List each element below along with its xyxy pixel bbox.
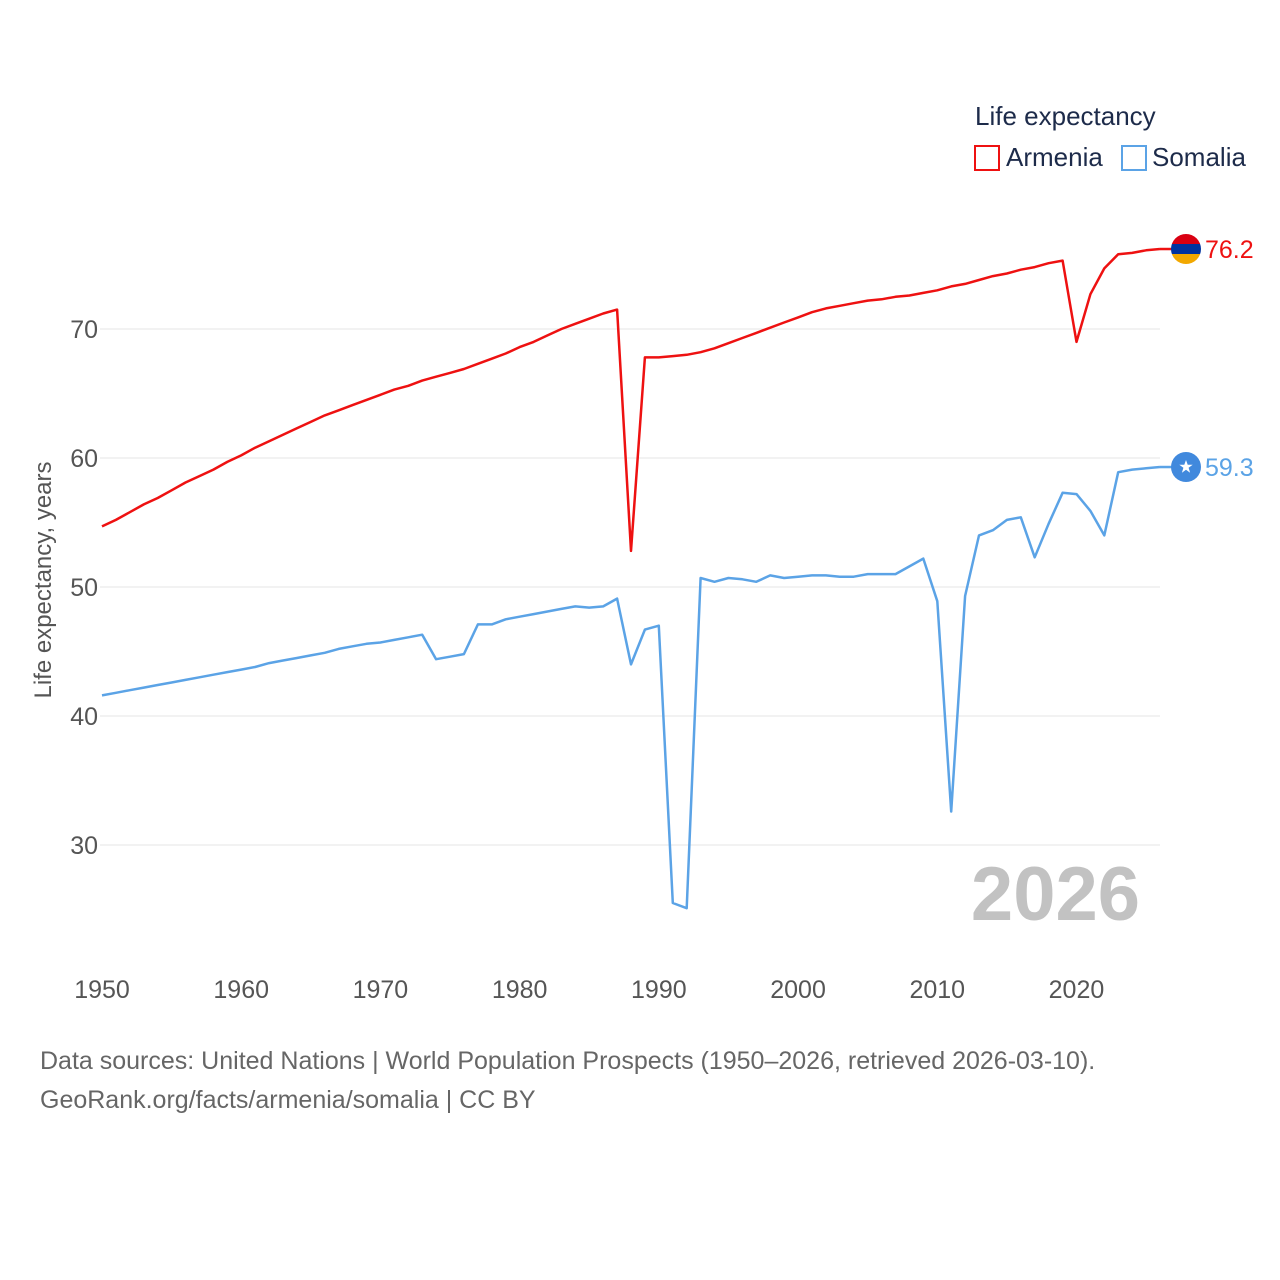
series-layer [101,247,1172,910]
y-tick-label: 40 [70,703,98,731]
life-expectancy-chart: 30 40 50 60 70 1950 1960 1970 1980 1990 2000 2010 2… [30,101,1254,1004]
legend-label-armenia: Armenia [1006,142,1103,172]
end-markers: 76.2 59.3 [1171,234,1254,482]
y-tick-label: 50 [70,574,98,602]
legend-title: Life expectancy [975,101,1156,131]
x-tick-label: 1980 [492,976,548,1004]
somalia-end-value: 59.3 [1205,454,1254,482]
armenia-end-value: 76.2 [1205,236,1254,264]
x-tick-label: 1990 [631,976,687,1004]
y-axis-label: Life expectancy, years [30,461,57,698]
y-tick-label: 30 [70,832,98,860]
y-axis-ticks: 30 40 50 60 70 [70,316,98,860]
x-tick-label: 2010 [909,976,965,1004]
x-tick-label: 1970 [353,976,409,1004]
legend-swatch-armenia [974,145,1000,171]
legend-item-somalia[interactable]: Somalia [1121,142,1246,172]
credit-link[interactable]: GeoRank.org/facts/armenia/somalia | CC B… [40,1086,536,1114]
x-axis-ticks: 1950 1960 1970 1980 1990 2000 2010 2020 [74,976,1104,1004]
y-tick-label: 70 [70,316,98,344]
y-tick-label: 60 [70,445,98,473]
legend-swatch-somalia [1121,145,1147,171]
legend-item-armenia[interactable]: Armenia [974,142,1103,172]
x-tick-label: 2020 [1049,976,1105,1004]
series-line-armenia[interactable] [101,247,1161,553]
x-tick-label: 1960 [213,976,269,1004]
series-line-somalia[interactable] [101,465,1161,910]
data-source-note: Data sources: United Nations | World Pop… [40,1047,1096,1075]
grid-lines [100,328,1160,846]
current-year-watermark: 2026 [971,852,1140,937]
armenia-flag-icon [1171,234,1201,264]
somalia-flag-icon [1171,452,1201,482]
x-tick-label: 2000 [770,976,826,1004]
legend[interactable]: Life expectancy Armenia Somalia [974,101,1246,172]
legend-label-somalia: Somalia [1152,142,1246,172]
x-tick-label: 1950 [74,976,130,1004]
